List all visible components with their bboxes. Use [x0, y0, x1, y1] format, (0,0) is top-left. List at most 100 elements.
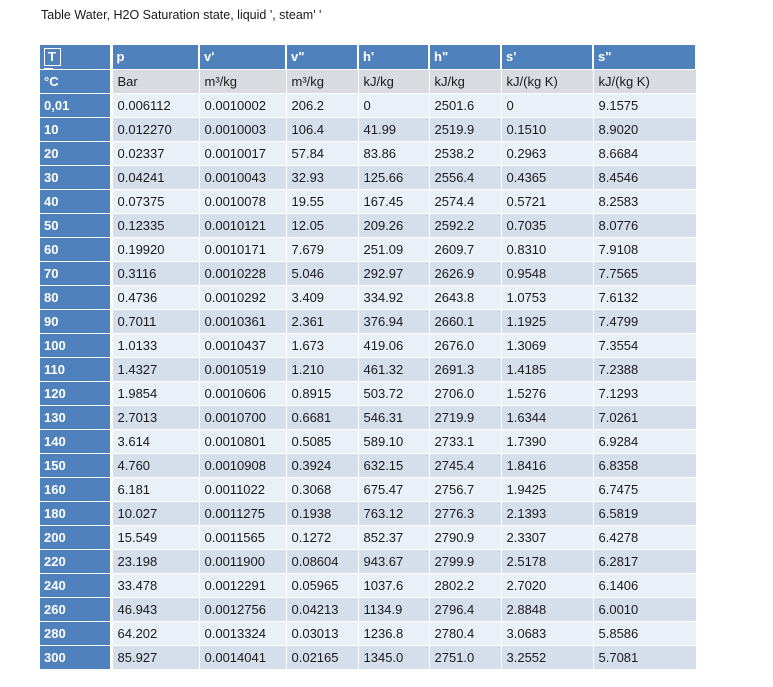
row-header-cell[interactable]: 130	[40, 405, 113, 430]
data-cell[interactable]: 6.4278	[593, 525, 697, 550]
data-cell[interactable]: 8.4546	[593, 165, 697, 190]
data-cell[interactable]: 0.19920	[111, 237, 200, 262]
data-cell[interactable]: 1.6344	[501, 405, 594, 430]
data-cell[interactable]: 41.99	[358, 117, 430, 142]
data-cell[interactable]: 5.7081	[593, 645, 697, 670]
data-cell[interactable]: 1.8416	[501, 453, 594, 478]
data-cell[interactable]: 6.5819	[593, 501, 697, 526]
data-cell[interactable]: 6.2817	[593, 549, 697, 574]
data-cell[interactable]: 632.15	[358, 453, 430, 478]
data-cell[interactable]: 0.12335	[111, 213, 200, 238]
column-header[interactable]: h"	[429, 45, 502, 70]
data-cell[interactable]: 2.8848	[501, 597, 594, 622]
data-cell[interactable]: 0.5721	[501, 189, 594, 214]
unit-cell[interactable]: m³/kg	[286, 69, 359, 94]
data-cell[interactable]: 7.4799	[593, 309, 697, 334]
column-header[interactable]: v"	[286, 45, 359, 70]
row-header-cell[interactable]: 280	[40, 621, 113, 646]
data-cell[interactable]: 2776.3	[429, 501, 502, 526]
column-header[interactable]: T	[40, 45, 113, 70]
data-cell[interactable]: 0.0014041	[199, 645, 287, 670]
data-cell[interactable]: 2676.0	[429, 333, 502, 358]
data-cell[interactable]: 546.31	[358, 405, 430, 430]
data-cell[interactable]: 15.549	[111, 525, 200, 550]
data-cell[interactable]: 33.478	[111, 573, 200, 598]
row-header-cell[interactable]: 110	[40, 357, 113, 382]
data-cell[interactable]: 0.0010043	[199, 165, 287, 190]
row-header-cell[interactable]: 140	[40, 429, 113, 454]
data-cell[interactable]: 1236.8	[358, 621, 430, 646]
data-cell[interactable]: 125.66	[358, 165, 430, 190]
data-cell[interactable]: 0.6681	[286, 405, 359, 430]
data-cell[interactable]: 763.12	[358, 501, 430, 526]
data-cell[interactable]: 0.4736	[111, 285, 200, 310]
data-cell[interactable]: 1345.0	[358, 645, 430, 670]
data-cell[interactable]: 0	[358, 93, 430, 118]
data-cell[interactable]: 1.4327	[111, 357, 200, 382]
data-cell[interactable]: 6.9284	[593, 429, 697, 454]
data-cell[interactable]: 7.2388	[593, 357, 697, 382]
data-cell[interactable]: 0.9548	[501, 261, 594, 286]
data-cell[interactable]: 2691.3	[429, 357, 502, 382]
data-cell[interactable]: 2660.1	[429, 309, 502, 334]
data-cell[interactable]: 9.1575	[593, 93, 697, 118]
data-cell[interactable]: 106.4	[286, 117, 359, 142]
data-cell[interactable]: 3.614	[111, 429, 200, 454]
data-cell[interactable]: 2519.9	[429, 117, 502, 142]
data-cell[interactable]: 85.927	[111, 645, 200, 670]
data-cell[interactable]: 7.7565	[593, 261, 697, 286]
unit-cell[interactable]: kJ/(kg K)	[501, 69, 594, 94]
row-header-cell[interactable]: 180	[40, 501, 113, 526]
data-cell[interactable]: 8.2583	[593, 189, 697, 214]
data-cell[interactable]: 0.2963	[501, 141, 594, 166]
data-cell[interactable]: 10.027	[111, 501, 200, 526]
data-cell[interactable]: 292.97	[358, 261, 430, 286]
data-cell[interactable]: 7.6132	[593, 285, 697, 310]
data-cell[interactable]: 2802.2	[429, 573, 502, 598]
data-cell[interactable]: 1.5276	[501, 381, 594, 406]
data-cell[interactable]: 1.1925	[501, 309, 594, 334]
data-cell[interactable]: 0.0010606	[199, 381, 287, 406]
data-cell[interactable]: 0.0011900	[199, 549, 287, 574]
data-cell[interactable]: 2799.9	[429, 549, 502, 574]
data-cell[interactable]: 0.4365	[501, 165, 594, 190]
data-cell[interactable]: 2790.9	[429, 525, 502, 550]
row-header-cell[interactable]: 240	[40, 573, 113, 598]
data-cell[interactable]: 2556.4	[429, 165, 502, 190]
column-header[interactable]: p	[111, 45, 200, 70]
data-cell[interactable]: 2745.4	[429, 453, 502, 478]
data-cell[interactable]: 32.93	[286, 165, 359, 190]
unit-cell[interactable]: kJ/kg	[429, 69, 502, 94]
data-cell[interactable]: 1.3069	[501, 333, 594, 358]
data-cell[interactable]: 0.0011275	[199, 501, 287, 526]
row-header-cell[interactable]: 30	[40, 165, 113, 190]
data-cell[interactable]: 0.0010017	[199, 141, 287, 166]
data-cell[interactable]: 1037.6	[358, 573, 430, 598]
row-header-cell[interactable]: 80	[40, 285, 113, 310]
data-cell[interactable]: 64.202	[111, 621, 200, 646]
data-cell[interactable]: 0.006112	[111, 93, 200, 118]
data-cell[interactable]: 0.0011565	[199, 525, 287, 550]
unit-cell[interactable]: °C	[40, 69, 113, 94]
row-header-cell[interactable]: 300	[40, 645, 113, 670]
data-cell[interactable]: 0.3068	[286, 477, 359, 502]
data-cell[interactable]: 7.9108	[593, 237, 697, 262]
data-cell[interactable]: 2643.8	[429, 285, 502, 310]
row-header-cell[interactable]: 60	[40, 237, 113, 262]
data-cell[interactable]: 2501.6	[429, 93, 502, 118]
row-header-cell[interactable]: 20	[40, 141, 113, 166]
data-cell[interactable]: 0.0010228	[199, 261, 287, 286]
data-cell[interactable]: 6.7475	[593, 477, 697, 502]
unit-cell[interactable]: kJ/kg	[358, 69, 430, 94]
data-cell[interactable]: 209.26	[358, 213, 430, 238]
data-cell[interactable]: 0.02165	[286, 645, 359, 670]
data-cell[interactable]: 8.6684	[593, 141, 697, 166]
data-cell[interactable]: 0.07375	[111, 189, 200, 214]
data-cell[interactable]: 2.5178	[501, 549, 594, 574]
data-cell[interactable]: 0.5085	[286, 429, 359, 454]
data-cell[interactable]: 2756.7	[429, 477, 502, 502]
row-header-cell[interactable]: 150	[40, 453, 113, 478]
data-cell[interactable]: 2.7013	[111, 405, 200, 430]
data-cell[interactable]: 1.9425	[501, 477, 594, 502]
data-cell[interactable]: 0.0012756	[199, 597, 287, 622]
